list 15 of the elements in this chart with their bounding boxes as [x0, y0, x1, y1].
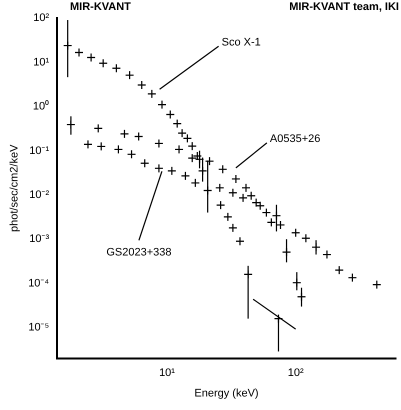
y-tick-label: 10⁻¹ [29, 144, 50, 157]
x-axis-title: Energy (keV) [194, 387, 259, 400]
y-tick-label: 10¹ [33, 56, 50, 68]
text: MIR-KVANT team, IKI [289, 1, 399, 13]
y-tick-label: 10² [33, 12, 50, 24]
y-tick-label: 10⁻³ [29, 233, 50, 246]
y-tick-label: 10⁻⁵ [28, 322, 50, 334]
annotation: A0535+26 [270, 132, 320, 145]
y-tick-label: 10⁻⁴ [28, 277, 50, 290]
annotation: GS2023+338 [106, 246, 172, 258]
y-tick-label: 10⁻² [29, 188, 50, 201]
chart-title: MIR-KVANT [70, 1, 131, 13]
annotation: Sco X-1 [222, 36, 261, 48]
y-tick-label: 10⁰ [32, 100, 50, 113]
y-axis-title: phot/sec/cm2/keV [8, 144, 21, 232]
